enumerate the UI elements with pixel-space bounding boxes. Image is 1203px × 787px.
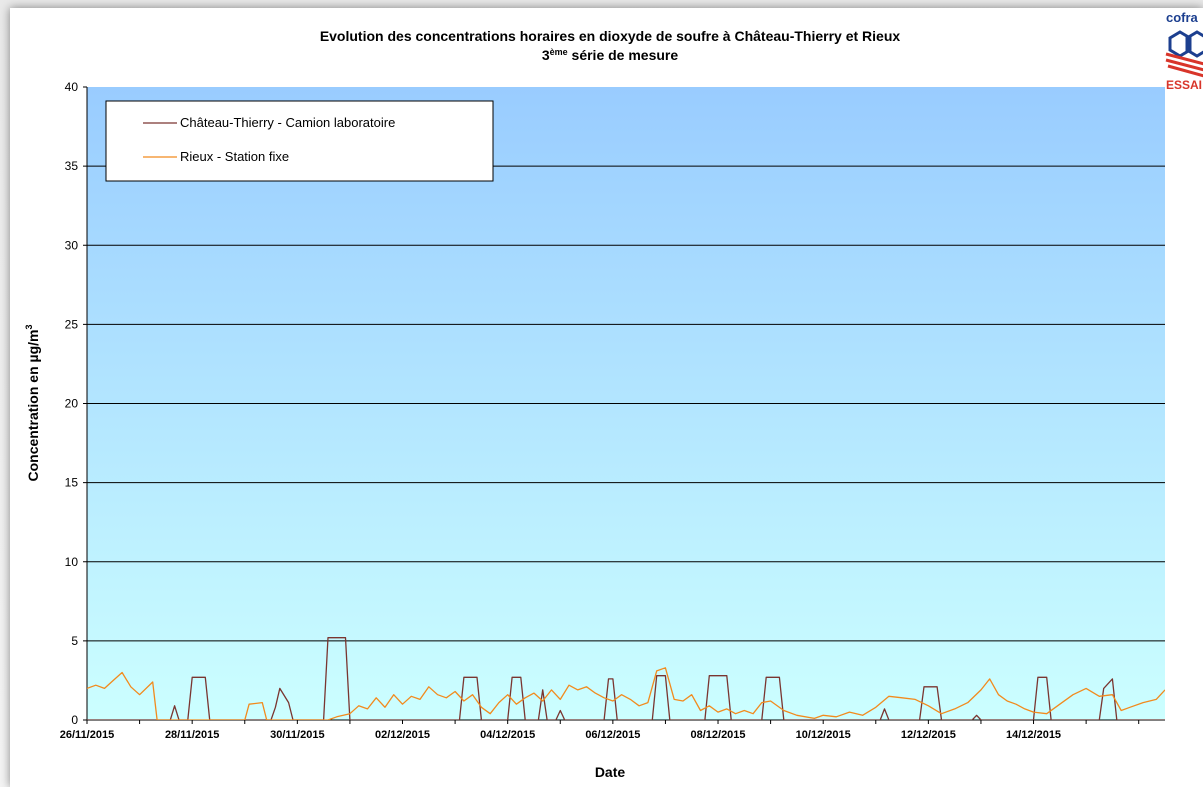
x-tick-label: 04/12/2015: [480, 729, 535, 741]
y-tick-label: 5: [71, 634, 78, 648]
logo-swoosh: [1165, 52, 1203, 78]
series-line-chateau-thierry: [87, 637, 1165, 720]
series-layer: [87, 637, 1165, 720]
x-tick-label: 30/11/2015: [270, 729, 324, 741]
logo-hexagon-left: [1168, 30, 1192, 58]
company-logo: cofra ESSAI: [1165, 10, 1203, 92]
x-tick-label: 12/12/2015: [901, 729, 956, 741]
y-tick-label: 30: [65, 238, 79, 252]
x-tick-label: 02/12/2015: [375, 729, 430, 741]
x-tick-label: 14/12/2015: [1006, 729, 1061, 741]
x-tick-label: 08/12/2015: [690, 729, 745, 741]
logo-top-text: cofra: [1166, 10, 1199, 25]
series-line-rieux: [87, 667, 1165, 720]
y-tick-labels: 0 5 10 15 20 25 30 35 40: [65, 80, 79, 727]
y-tick-label: 25: [65, 317, 79, 331]
legend: Château-Thierry - Camion laboratoire Rie…: [105, 100, 494, 182]
logo-bottom-text: ESSAI: [1166, 78, 1202, 92]
x-axis-label: Date: [595, 764, 626, 780]
y-tick-label: 20: [65, 397, 79, 411]
x-ticks: 26/11/2015 28/11/2015 30/11/2015 02/12/2015…: [60, 720, 1140, 741]
y-tick-label: 15: [65, 476, 79, 490]
chart-subtitle: 3ème série de mesure: [542, 47, 679, 63]
x-tick-label: 28/11/2015: [165, 729, 219, 741]
chart-title: Evolution des concentrations horaires en…: [320, 28, 901, 44]
x-tick-label: 26/11/2015: [60, 729, 114, 741]
x-tick-label: 10/12/2015: [796, 729, 851, 741]
x-tick-label: 06/12/2015: [585, 729, 640, 741]
y-tick-label: 40: [65, 80, 79, 94]
logo-hexagon-right: [1185, 30, 1203, 58]
legend-label-rieux: Rieux - Station fixe: [180, 149, 289, 164]
y-tick-label: 35: [65, 159, 79, 173]
legend-box: [105, 100, 494, 182]
y-axis-label: Concentration en µg/m3: [24, 325, 41, 482]
legend-label-chateau-thierry: Château-Thierry - Camion laboratoire: [180, 115, 395, 130]
y-tick-label: 10: [65, 555, 79, 569]
y-tick-label: 0: [71, 713, 78, 727]
